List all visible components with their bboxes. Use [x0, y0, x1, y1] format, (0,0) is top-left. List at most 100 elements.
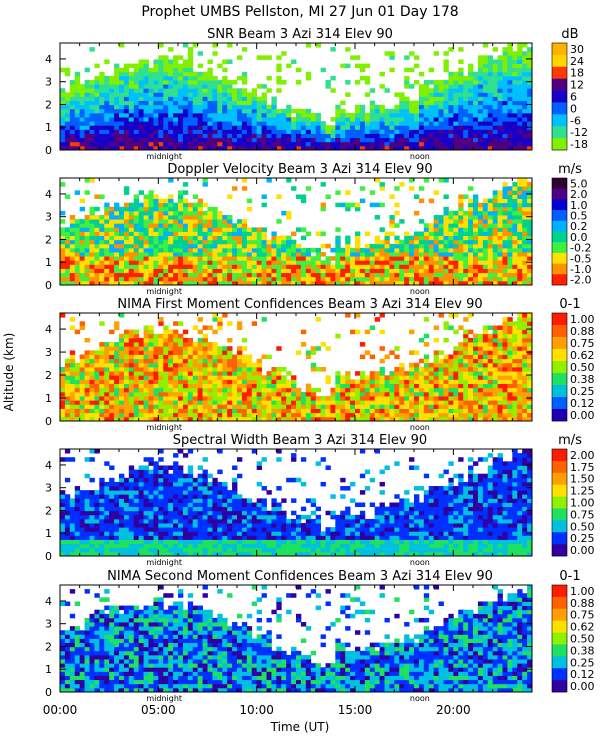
heatmap-cell [266, 243, 272, 249]
heatmap-cell [99, 367, 105, 372]
heatmap-cell [119, 358, 125, 364]
heatmap-cell [173, 108, 179, 114]
heatmap-cell [104, 387, 110, 393]
heatmap-cell [423, 100, 430, 106]
heatmap-cell [173, 396, 179, 401]
heatmap-cell [458, 379, 464, 385]
heatmap-cell [99, 75, 105, 81]
heatmap-cell [487, 264, 494, 269]
heatmap-cell [84, 190, 90, 195]
heatmap-cell [163, 96, 169, 102]
heatmap-cell [276, 145, 282, 151]
heatmap-cell [104, 371, 110, 376]
heatmap-cell [237, 264, 243, 269]
heatmap-cell [482, 112, 489, 118]
heatmap-cell [94, 371, 100, 376]
heatmap-cell [79, 108, 85, 114]
heatmap-cell [443, 100, 449, 106]
heatmap-cell [340, 260, 346, 265]
heatmap-cell [507, 43, 513, 48]
heatmap-cell [123, 367, 130, 372]
heatmap-cell [261, 412, 267, 418]
heatmap-cell [350, 264, 356, 269]
heatmap-cell [60, 416, 66, 422]
heatmap-cell [477, 206, 484, 212]
heatmap-cell [119, 400, 125, 405]
heatmap-cell [487, 137, 494, 143]
heatmap-cell [192, 133, 199, 139]
heatmap-cell [438, 379, 444, 385]
heatmap-cell [60, 141, 66, 147]
heatmap-cell [300, 272, 307, 278]
heatmap-cell [187, 47, 194, 52]
heatmap-cell [158, 337, 164, 343]
heatmap-cell [468, 416, 474, 422]
heatmap-cell [305, 391, 312, 397]
heatmap-cell [202, 235, 208, 241]
heatmap-cell [99, 129, 105, 134]
heatmap-cell [512, 125, 518, 130]
heatmap-cell [227, 215, 233, 220]
heatmap-cell [133, 239, 140, 245]
heatmap-cell [296, 276, 302, 282]
heatmap-cell [286, 276, 292, 282]
heatmap-cell [517, 206, 523, 212]
heatmap-cell [207, 210, 213, 216]
heatmap-cell [389, 404, 395, 409]
heatmap-cell [463, 235, 469, 241]
heatmap-cell [163, 145, 169, 151]
heatmap-cell [138, 235, 144, 241]
heatmap-cell [527, 137, 533, 143]
heatmap-cell [182, 112, 189, 118]
heatmap-cell [389, 387, 395, 393]
heatmap-cell [138, 408, 144, 414]
heatmap-cell [522, 186, 528, 191]
heatmap-cell [89, 391, 95, 397]
heatmap-cell [300, 256, 307, 261]
heatmap-cell [330, 75, 336, 81]
heatmap-cell [384, 125, 390, 130]
heatmap-cell [350, 383, 356, 389]
heatmap-cell [340, 129, 346, 134]
heatmap-cell [473, 137, 479, 143]
heatmap-cell [217, 227, 223, 232]
heatmap-cell [364, 129, 371, 134]
heatmap-cell [517, 256, 523, 261]
heatmap-cell [69, 141, 76, 147]
heatmap-cell [477, 412, 484, 418]
heatmap-cell [433, 387, 439, 393]
heatmap-cell [512, 219, 518, 224]
heatmap-cell [133, 276, 140, 282]
heatmap-cell [64, 104, 71, 110]
heatmap-cell [222, 391, 228, 397]
heatmap-cell [428, 396, 435, 401]
heatmap-cell [458, 71, 464, 77]
heatmap-cell [458, 383, 464, 389]
heatmap-cell [178, 141, 184, 147]
heatmap-cell [89, 243, 95, 249]
heatmap-cell [266, 379, 272, 385]
heatmap-cell [468, 133, 474, 139]
heatmap-cell [389, 272, 395, 278]
heatmap-cell [350, 416, 356, 422]
heatmap-cell [207, 80, 213, 85]
heatmap-cell [84, 396, 90, 401]
heatmap-cell [502, 210, 508, 216]
heatmap-cell [158, 55, 164, 60]
heatmap-cell [143, 88, 149, 93]
heatmap-cell [527, 108, 533, 114]
heatmap-cell [168, 354, 174, 360]
heatmap-cell [202, 333, 208, 339]
heatmap-cell [502, 268, 508, 274]
heatmap-cell [187, 108, 194, 114]
heatmap-cell [463, 100, 469, 106]
heatmap-cell [448, 145, 454, 151]
heatmap-cell [300, 227, 307, 232]
heatmap-cell [359, 391, 366, 397]
heatmap-cell [359, 75, 366, 81]
heatmap-cell [473, 358, 479, 364]
heatmap-cell [433, 396, 439, 401]
heatmap-cell [173, 55, 179, 60]
heatmap-cell [104, 206, 110, 212]
heatmap-cell [340, 280, 346, 286]
